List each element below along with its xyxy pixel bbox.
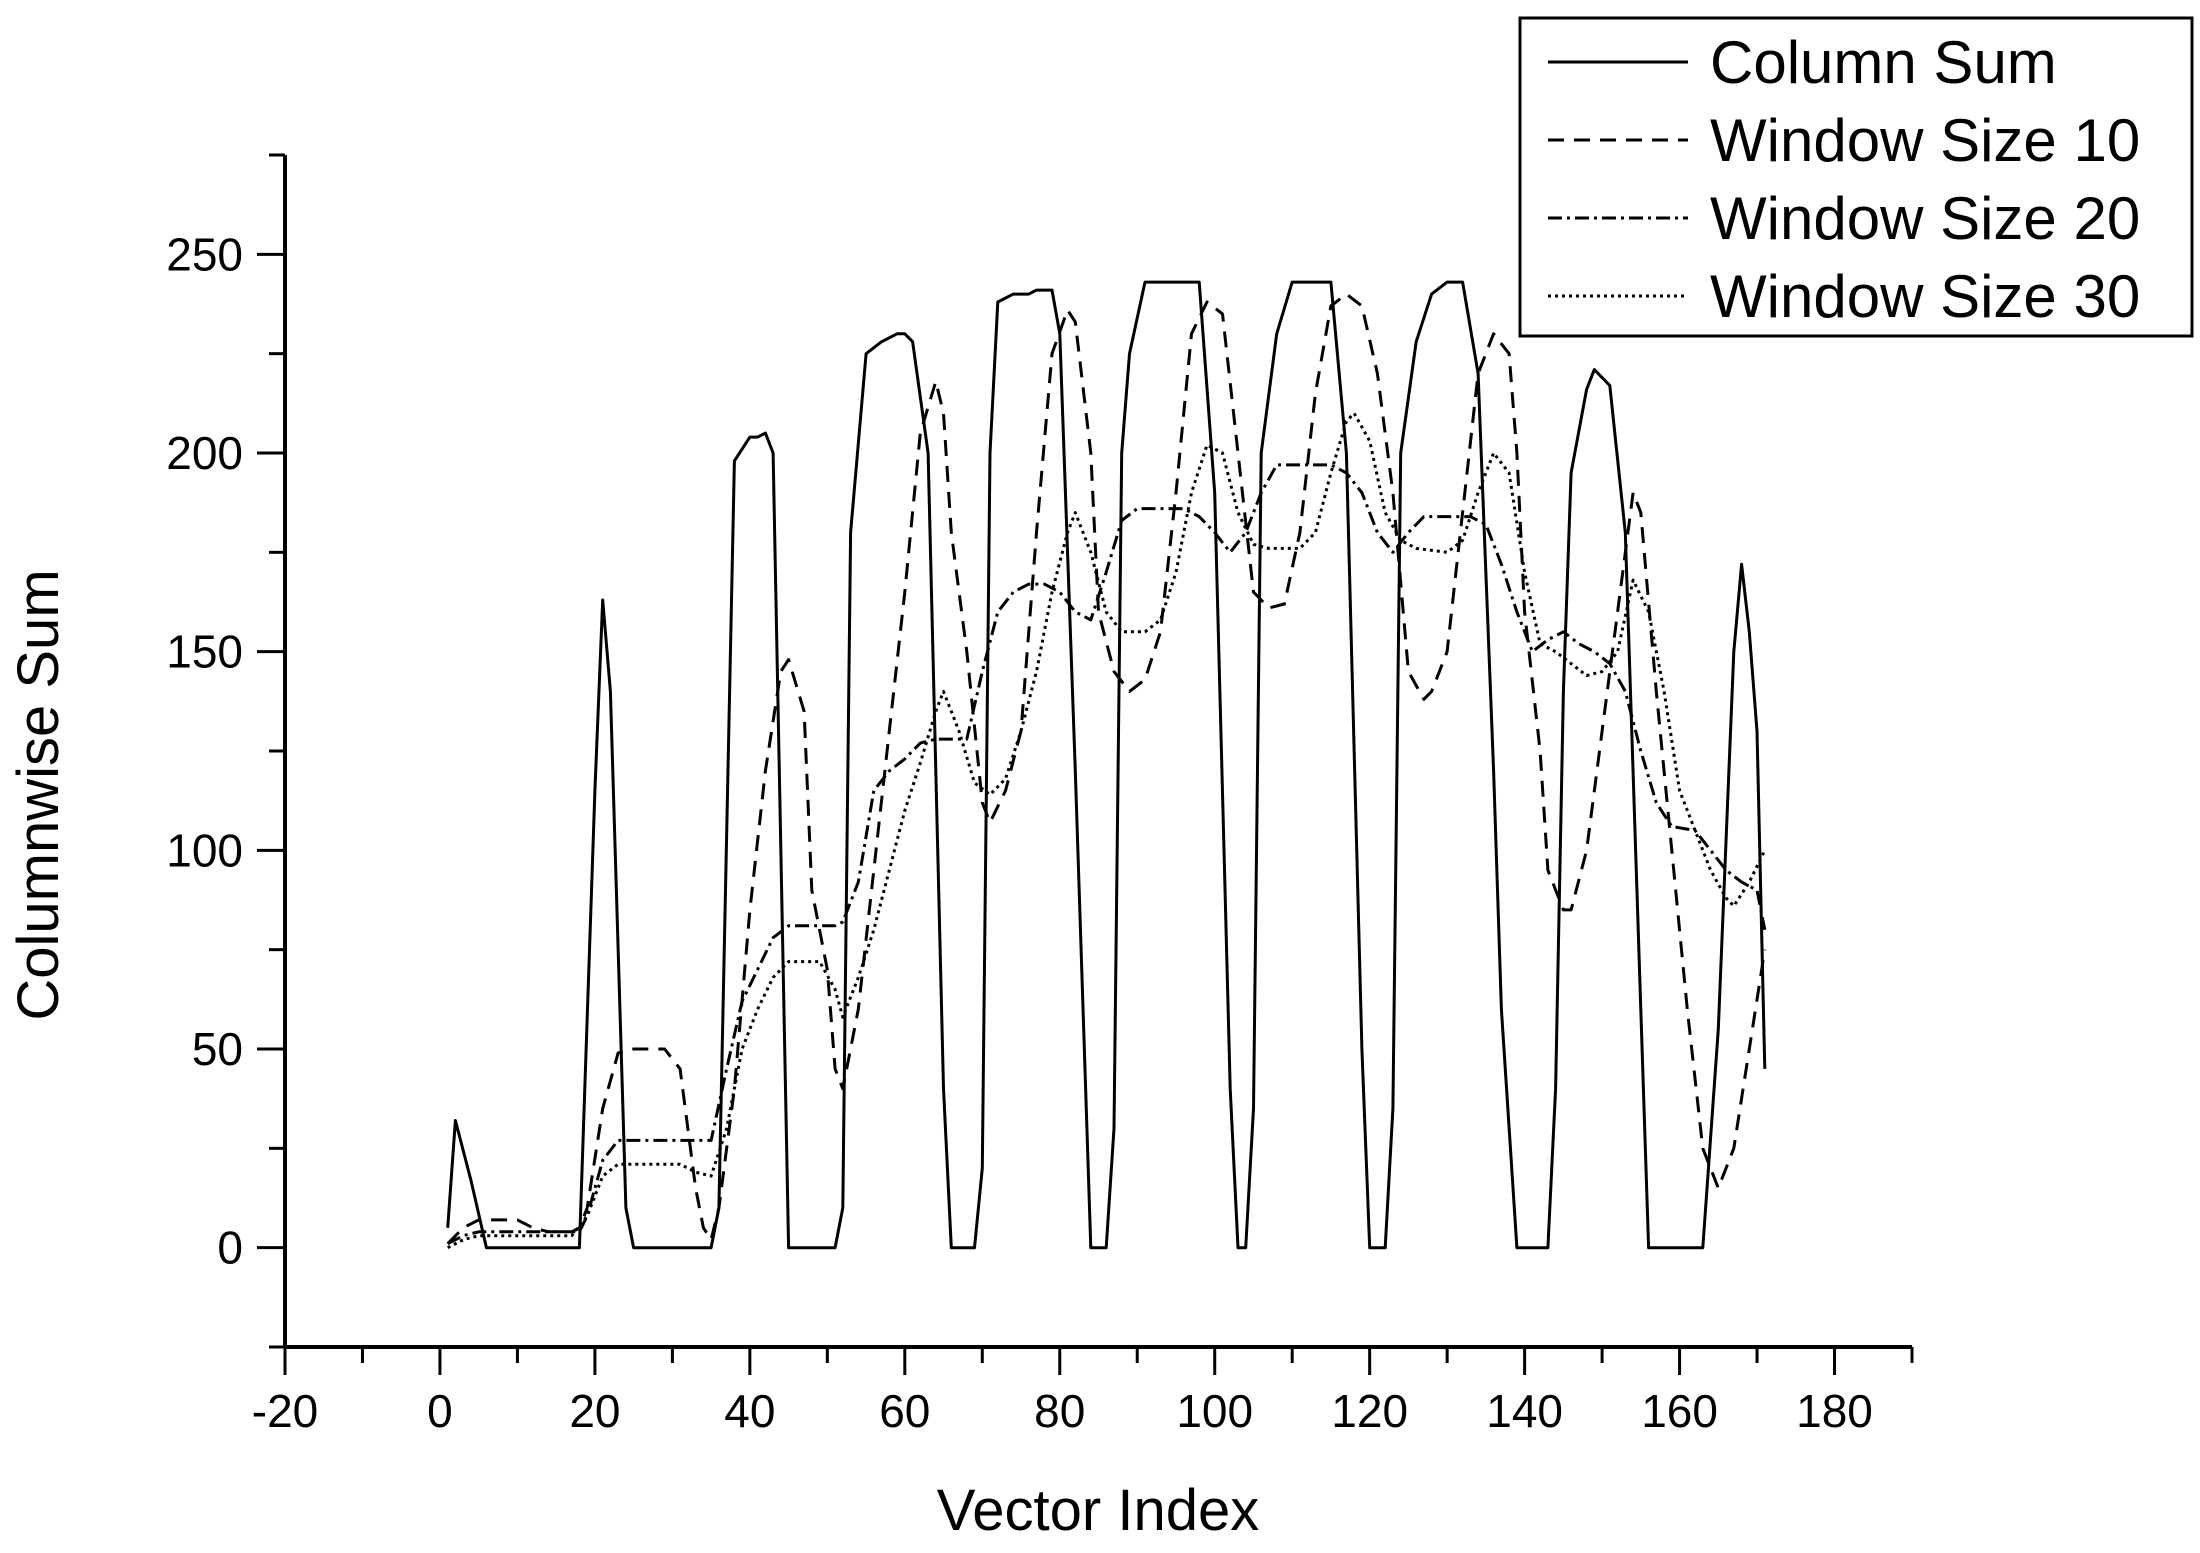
x-tick-label: 20 [569, 1385, 620, 1437]
legend-box [1518, 16, 2194, 338]
legend-label-window-size-30: Window Size 30 [1710, 263, 2140, 330]
x-tick-label: -20 [252, 1385, 318, 1437]
x-axis-title: Vector Index [937, 1478, 1259, 1543]
x-tick-label: 140 [1486, 1385, 1563, 1437]
legend-label-column-sum: Column Sum [1710, 29, 2057, 96]
legend: Column Sum Window Size 10 Window Size 20… [1518, 16, 2194, 338]
x-tick-label: 80 [1034, 1385, 1085, 1437]
y-tick-label: 200 [166, 427, 243, 479]
x-tick-label: 0 [427, 1385, 453, 1437]
legend-label-window-size-10: Window Size 10 [1710, 107, 2140, 174]
y-axis-title: Columnwise Sum [6, 569, 71, 1020]
y-tick-label: 150 [166, 626, 243, 678]
legend-label-window-size-20: Window Size 20 [1710, 185, 2140, 252]
y-tick-label: 0 [217, 1222, 243, 1274]
y-ticks: 0 50 100 150 200 250 [166, 153, 285, 1349]
x-tick-label: 160 [1641, 1385, 1718, 1437]
series-line-window-size-30 [447, 411, 1767, 1250]
series-lines [446, 280, 1767, 1250]
x-ticks: -20 0 20 40 60 80 100 120 140 160 180 [252, 1347, 1914, 1437]
series-line-window-size-10 [446, 292, 1767, 1245]
x-tick-label: 180 [1796, 1385, 1873, 1437]
x-tick-label: 120 [1331, 1385, 1408, 1437]
x-tick-label: 40 [724, 1385, 775, 1437]
series-line-column-sum [446, 280, 1767, 1250]
y-tick-label: 250 [166, 228, 243, 280]
x-tick-label: 100 [1176, 1385, 1253, 1437]
y-tick-label: 100 [166, 824, 243, 876]
x-tick-label: 60 [879, 1385, 930, 1437]
y-tick-label: 50 [192, 1023, 243, 1075]
